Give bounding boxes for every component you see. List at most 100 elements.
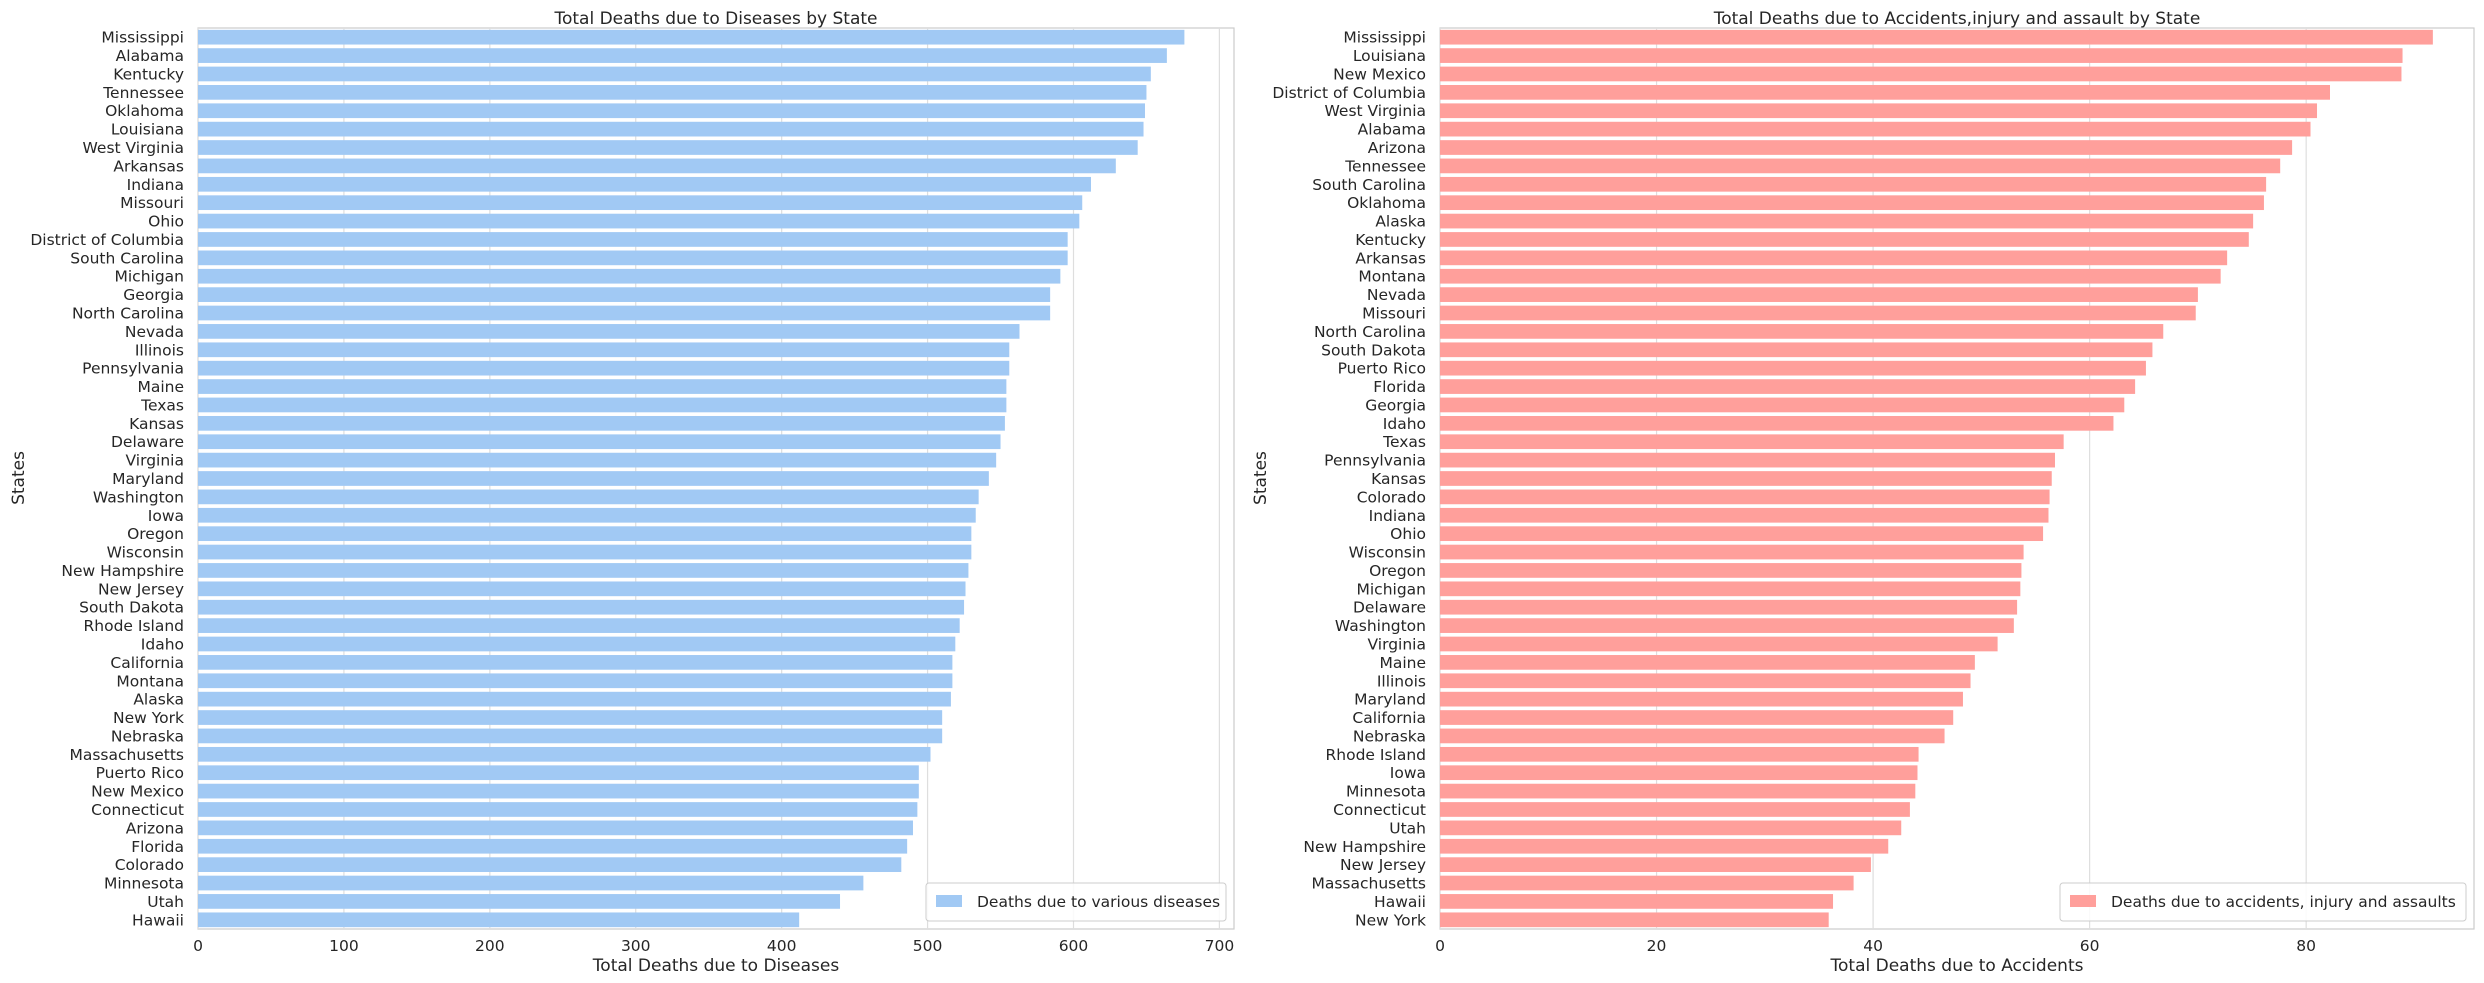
bar-iowa [1440,765,1918,781]
y-tick-label: Colorado [115,856,184,874]
bar-maryland [198,471,989,486]
y-tick-label: Kentucky [1355,231,1426,249]
bar-iowa [198,507,976,523]
y-tick-label: South Dakota [79,599,184,617]
bar-nebraska [198,728,943,744]
bar-connecticut [198,802,918,817]
bar-west-virginia [198,140,1138,155]
y-tick-labels: MississippiAlabamaKentuckyTennesseeOklah… [30,29,184,930]
bar-washington [198,489,979,505]
bar-delaware [1440,599,2018,615]
y-tick-label: Alaska [1375,213,1426,231]
bar-virginia [1440,636,1998,652]
bar-south-dakota [198,599,965,615]
bars [1440,29,2433,928]
y-tick-label: District of Columbia [30,231,184,249]
bar-washington [1440,618,2014,633]
bar-south-dakota [1440,342,2153,358]
bar-district-of-columbia [1440,85,2330,100]
y-tick-label: Connecticut [91,801,184,819]
y-tick-label: Wisconsin [1349,544,1426,562]
bar-maine [1440,655,1975,670]
bar-new-mexico [198,783,919,799]
bar-ohio [198,213,1080,229]
bar-pennsylvania [198,360,1010,376]
bar-wisconsin [198,544,972,560]
x-tick-labels: 0 20 40 60 80 [1435,937,2316,955]
x-tick-label: 700 [1205,937,1235,955]
bar-colorado [1440,489,2050,505]
legend-label: Deaths due to accidents, injury and assa… [2111,893,2456,911]
y-tick-label: Illinois [135,341,184,359]
y-tick-label: Oregon [1369,562,1426,580]
bar-minnesota [198,875,864,891]
y-tick-label: New Mexico [1333,65,1426,83]
y-tick-label: Wisconsin [107,544,184,562]
y-tick-label: Minnesota [104,875,184,893]
x-tick-label: 300 [621,937,651,955]
x-tick-label: 60 [2080,937,2100,955]
bar-hawaii [198,912,800,928]
bar-massachusetts [1440,875,1854,891]
y-tick-label: Kentucky [113,65,184,83]
y-tick-label: South Carolina [70,249,184,267]
y-tick-label: District of Columbia [1272,84,1426,102]
y-tick-label: Arizona [1368,139,1426,157]
bar-kansas [198,415,1005,431]
y-tick-label: Hawaii [132,911,184,929]
bar-texas [198,397,1007,413]
chart-diseases: MississippiAlabamaKentuckyTennesseeOklah… [9,9,1235,976]
x-axis-label: Total Deaths due to Accidents [1830,956,2084,976]
x-tick-label: 600 [1059,937,1089,955]
bar-alaska [1440,213,2254,229]
y-axis-label: States [9,451,29,505]
y-tick-label: North Carolina [1314,323,1426,341]
bar-mississippi [198,29,1185,45]
y-tick-label: Delaware [1353,599,1426,617]
bar-florida [1440,379,2136,394]
y-tick-label: Washington [1335,617,1426,635]
y-tick-label: Alaska [133,691,184,709]
y-tick-label: Maryland [112,470,184,488]
y-tick-label: Puerto Rico [1338,360,1426,378]
y-tick-label: Michigan [115,268,185,286]
y-tick-label: Washington [93,488,184,506]
bar-missouri [198,195,1083,211]
y-tick-label: Alabama [116,47,184,65]
bar-alaska [198,691,951,707]
bar-kansas [1440,471,2052,486]
bar-kentucky [198,66,1151,82]
y-tick-label: Arkansas [1355,249,1426,267]
y-tick-label: Ohio [1390,525,1426,543]
bar-tennessee [1440,158,2281,174]
chart-title: Total Deaths due to Accidents,injury and… [1713,9,2201,29]
bar-alabama [198,48,1167,63]
y-tick-label: Idaho [1383,415,1426,433]
bar-new-mexico [1440,66,2402,82]
y-tick-label: Florida [131,838,184,856]
y-tick-label: Iowa [148,507,184,525]
y-tick-label: Kansas [129,415,184,433]
legend: Deaths due to accidents, injury and assa… [2059,882,2467,922]
y-tick-label: Maine [1379,654,1426,672]
y-tick-label: Nevada [1367,286,1426,304]
bar-district-of-columbia [198,232,1068,247]
bar-new-york [1440,912,1829,928]
y-tick-label: Mississippi [1343,29,1426,47]
bar-north-carolina [198,305,1051,321]
y-tick-label: Arkansas [113,157,184,175]
bar-tennessee [198,85,1147,100]
bar-nebraska [1440,728,1945,744]
y-tick-label: Texas [140,396,184,414]
bar-louisiana [1440,48,2403,63]
bar-oklahoma [1440,195,2264,211]
y-tick-label: Colorado [1357,488,1426,506]
y-tick-label: Delaware [111,433,184,451]
bar-illinois [1440,673,1971,689]
y-tick-label: Georgia [123,286,184,304]
y-tick-label: New Jersey [98,580,184,598]
y-tick-label: New York [113,709,184,727]
y-tick-label: Montana [1358,268,1426,286]
bar-south-carolina [198,250,1068,266]
